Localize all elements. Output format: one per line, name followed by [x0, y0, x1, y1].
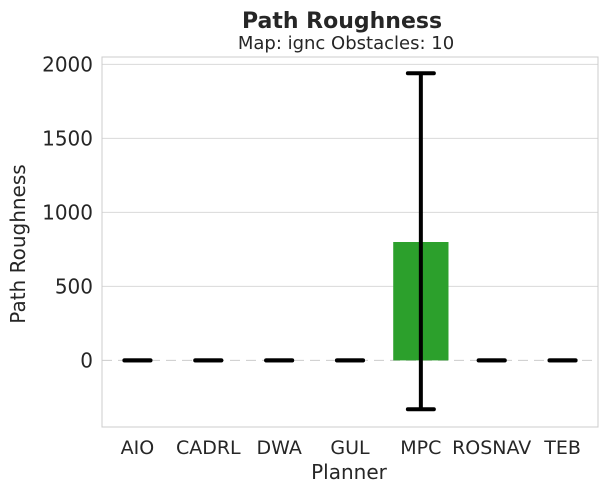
grid-lines [102, 63, 598, 287]
y-tick-1000: 1000 [42, 200, 93, 224]
x-tick-labels: AIO CADRL DWA GUL MPC ROSNAV TEB [121, 437, 581, 459]
chart-subtitle: Map: ignc Obstacles: 10 [238, 33, 454, 54]
x-tick-rosnav: ROSNAV [452, 437, 531, 459]
error-bars [122, 71, 578, 412]
x-tick-dwa: DWA [256, 437, 301, 459]
y-tick-2000: 2000 [42, 52, 93, 76]
error-bar-mpc [405, 71, 436, 412]
x-tick-mpc: MPC [400, 437, 441, 459]
plot-frame [101, 56, 599, 428]
chart-title: Path Roughness [242, 9, 442, 34]
y-tick-0: 0 [80, 348, 93, 372]
y-tick-labels: 0 500 1000 1500 2000 [42, 52, 93, 372]
y-axis-label: Path Roughness [6, 164, 30, 323]
y-tick-1500: 1500 [42, 126, 93, 150]
x-axis-label: Planner [311, 460, 388, 484]
x-tick-aio: AIO [121, 437, 155, 459]
x-tick-cadrl: CADRL [176, 437, 241, 459]
x-tick-gul: GUL [330, 437, 370, 459]
x-tick-teb: TEB [543, 437, 581, 459]
y-tick-500: 500 [55, 274, 93, 298]
